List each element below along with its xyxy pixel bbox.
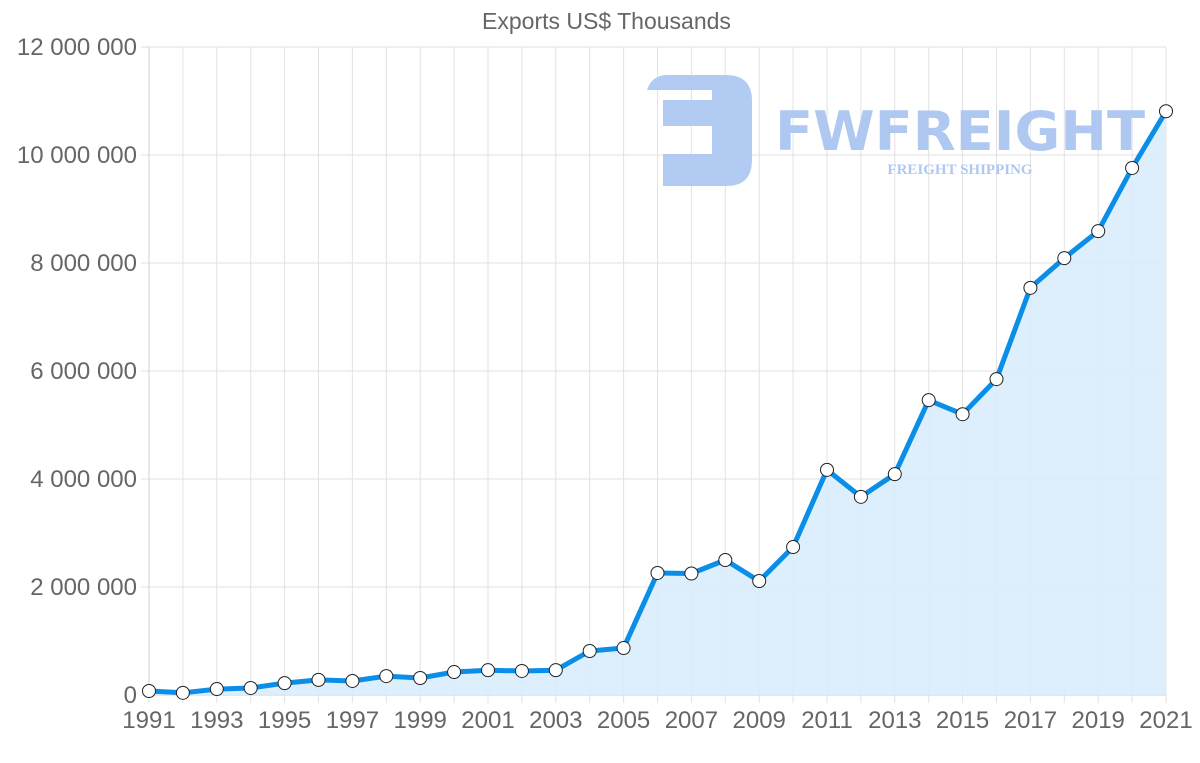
x-tick-label: 1991 [122, 707, 175, 734]
data-point[interactable] [243, 680, 258, 695]
y-tick-label: 10 000 000 [17, 142, 137, 169]
fwfreight-logo-icon [647, 75, 752, 186]
x-tick-label: 2015 [936, 707, 989, 734]
data-point[interactable] [1057, 251, 1072, 266]
x-tick-label: 2005 [597, 707, 650, 734]
x-tick-label: 2017 [1004, 707, 1057, 734]
y-tick-label: 2 000 000 [30, 574, 137, 601]
x-tick-label: 2003 [529, 707, 582, 734]
data-point[interactable] [650, 565, 665, 580]
data-point[interactable] [582, 643, 597, 658]
data-point[interactable] [887, 467, 902, 482]
x-tick-label: 1997 [326, 707, 379, 734]
data-point[interactable] [820, 462, 834, 477]
x-tick-label: 1995 [258, 707, 311, 734]
y-tick-label: 4 000 000 [30, 466, 137, 493]
x-axis: 1991 1993 1995 1997 1999 2001 2003 2005 2007 2009… [122, 707, 1192, 734]
data-point[interactable] [1159, 104, 1173, 119]
data-point[interactable] [684, 566, 699, 581]
fwfreight-watermark: FWFREIGHT FREIGHT SHIPPING [647, 75, 1145, 186]
y-tick-label: 8 000 000 [30, 250, 137, 277]
data-point[interactable] [277, 676, 292, 691]
data-point[interactable] [921, 393, 936, 408]
data-point[interactable] [1125, 160, 1140, 175]
data-point[interactable] [175, 685, 190, 700]
data-point[interactable] [853, 489, 868, 504]
y-tick-label: 0 [124, 682, 137, 709]
data-point[interactable] [311, 672, 326, 687]
x-tick-label: 2019 [1072, 707, 1125, 734]
data-point[interactable] [1091, 224, 1106, 239]
y-axis: 0 2 000 000 4 000 000 6 000 000 8 000 000 10 … [17, 34, 137, 709]
data-point[interactable] [989, 372, 1004, 387]
y-tick-label: 12 000 000 [17, 34, 137, 61]
data-point[interactable] [786, 540, 801, 555]
data-point[interactable] [752, 574, 767, 589]
watermark-tagline: FREIGHT SHIPPING [887, 162, 1032, 178]
data-point[interactable] [345, 673, 360, 688]
data-point[interactable] [413, 670, 428, 685]
x-tick-label: 2009 [733, 707, 786, 734]
data-point[interactable] [718, 553, 733, 567]
data-point[interactable] [955, 407, 970, 422]
x-tick-label: 2011 [801, 707, 853, 734]
x-tick-label: 2007 [665, 707, 718, 734]
x-tick-label: 2013 [868, 707, 921, 734]
data-points [142, 104, 1173, 700]
x-tick-label: 2001 [461, 707, 514, 734]
data-point[interactable] [514, 663, 529, 678]
y-tick-label: 6 000 000 [30, 358, 137, 385]
data-point[interactable] [548, 663, 563, 678]
data-point[interactable] [1023, 280, 1038, 295]
data-point[interactable] [447, 665, 462, 680]
x-tick-label: 2021 [1139, 707, 1192, 734]
data-point[interactable] [481, 663, 495, 678]
watermark-brand: FWFREIGHT [775, 100, 1145, 163]
data-point[interactable] [379, 669, 394, 684]
data-point[interactable] [209, 682, 224, 697]
data-point[interactable] [616, 641, 631, 656]
area-fill [149, 111, 1166, 696]
data-point[interactable] [142, 684, 156, 699]
x-tick-label: 1999 [394, 707, 447, 734]
chart-title: Exports US$ Thousands [482, 8, 731, 34]
x-tick-label: 1993 [190, 707, 243, 734]
